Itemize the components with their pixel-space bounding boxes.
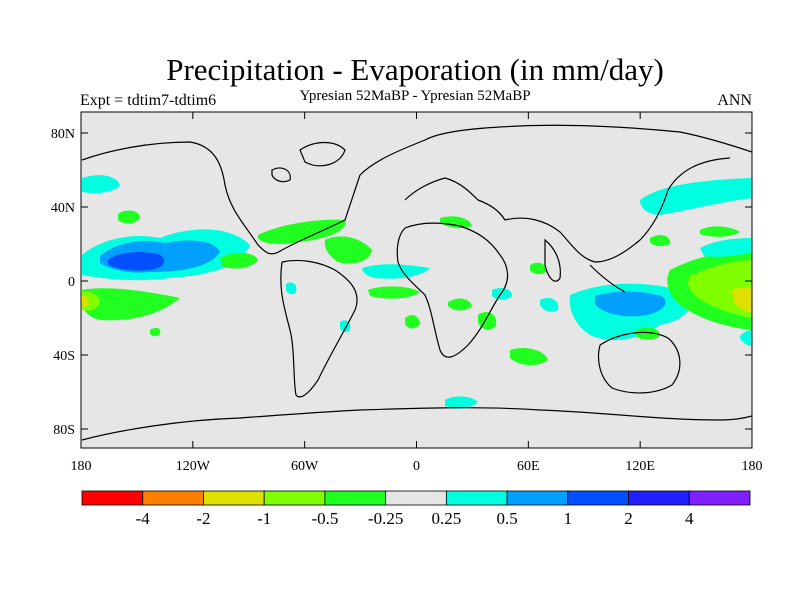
contour-pacific-dry-max <box>82 296 89 307</box>
contour-pacific-wet-max <box>108 252 165 271</box>
contour-indian-dry-1 <box>448 298 472 311</box>
contour-atlantic-dry-4 <box>405 315 420 329</box>
colorbar-box <box>324 490 387 506</box>
lon-tick-label: 120W <box>176 459 211 474</box>
contour-asia-green <box>650 235 671 247</box>
map-background <box>81 112 752 448</box>
contour-southern-wet <box>445 396 478 409</box>
contour-indian-dry-3 <box>510 348 548 366</box>
colorbar-label: 0.25 <box>431 509 461 528</box>
lat-tick-label: 40N <box>51 201 75 216</box>
coastline-india <box>544 238 561 282</box>
coastline-asia <box>504 157 731 263</box>
colorbar-box <box>142 490 204 506</box>
contour-wpac-dry-patch <box>636 327 660 340</box>
colorbar-label: -1 <box>257 509 271 528</box>
contour-sa-green <box>150 327 161 337</box>
coastline-greenland <box>299 141 346 167</box>
colorbar-box <box>506 490 569 506</box>
contour-atlantic-dry-2 <box>324 236 372 264</box>
contour-wpac-wet-core <box>595 291 666 317</box>
colorbar-box <box>688 490 751 506</box>
latitude-axis: 80N 40N 0 40S 80S <box>51 127 752 438</box>
colorbar-label: -4 <box>136 509 151 528</box>
colorbar-box <box>81 490 144 506</box>
colorbar-box <box>263 490 326 506</box>
contour-atlantic-dry-5 <box>440 216 472 229</box>
lat-tick-label: 80N <box>51 127 75 142</box>
coastline-antarctica <box>81 407 752 441</box>
lat-tick-label: 0 <box>68 275 75 290</box>
coastline-europe <box>404 177 506 221</box>
longitude-axis: 180 120W 60W 0 60E 120E 180 <box>71 112 763 474</box>
colorbar-box <box>445 490 508 506</box>
contour-npac-east-green <box>700 226 740 237</box>
coastline-se-asia <box>589 264 626 293</box>
lat-tick-label: 80S <box>53 423 75 438</box>
colorbar-label: 1 <box>564 509 573 528</box>
coastline-south-america <box>280 259 358 398</box>
colorbar-label: -0.5 <box>311 509 338 528</box>
contour-sa-wet <box>286 282 297 295</box>
contour-npac-east-wet <box>640 178 752 215</box>
contour-indian-wet-2 <box>540 298 559 312</box>
coastline-africa <box>396 222 509 358</box>
contour-east-edge-wet <box>700 238 752 257</box>
colorbar-label: -0.25 <box>368 509 403 528</box>
period-label: Ypresian 52MaBP - Ypresian 52MaBP <box>299 88 531 104</box>
lat-tick-label: 40S <box>53 349 75 364</box>
lon-tick-label: 60W <box>291 459 319 474</box>
lon-tick-label: 180 <box>742 459 763 474</box>
colorbar-box <box>203 490 265 506</box>
lon-tick-label: 120E <box>625 459 655 474</box>
contour-atlantic-wet <box>362 264 430 279</box>
lon-tick-label: 0 <box>413 459 420 474</box>
season-label: ANN <box>717 92 752 109</box>
coastline-north-america <box>81 124 752 255</box>
experiment-label: Expt = tdtim7-tdtim6 <box>80 92 217 109</box>
contour-npac-small-green <box>118 210 140 224</box>
coastline-australia <box>597 331 681 394</box>
contour-atlantic-dry-3 <box>368 286 420 299</box>
colorbar-label: -2 <box>196 509 210 528</box>
contour-east-pacific-dry <box>220 252 258 269</box>
contour-fields <box>82 175 752 409</box>
colorbar: -4 -2 -1 -0.5 -0.25 0.25 0.5 1 2 4 <box>81 490 751 528</box>
colorbar-box <box>385 490 447 506</box>
contour-atlantic-dry-1 <box>258 219 346 245</box>
contour-northpacific-wet <box>82 175 120 194</box>
contour-east-edge-dry-max <box>732 287 752 312</box>
coastline-hudson <box>271 167 291 183</box>
contour-pacific-dry-band <box>82 288 180 321</box>
lon-tick-label: 60E <box>517 459 540 474</box>
colorbar-label: 0.5 <box>496 509 517 528</box>
contour-south-pacific-wet <box>740 330 752 346</box>
main-title: Precipitation - Evaporation (in mm/day) <box>166 52 664 87</box>
coastlines <box>81 124 752 441</box>
lon-tick-label: 180 <box>71 459 92 474</box>
colorbar-label: 2 <box>624 509 633 528</box>
colorbar-label: 4 <box>685 509 694 528</box>
contour-indian-wet-1 <box>492 288 512 300</box>
colorbar-box <box>628 490 690 506</box>
contour-arabia-green <box>530 262 547 275</box>
colorbar-box <box>567 490 629 506</box>
